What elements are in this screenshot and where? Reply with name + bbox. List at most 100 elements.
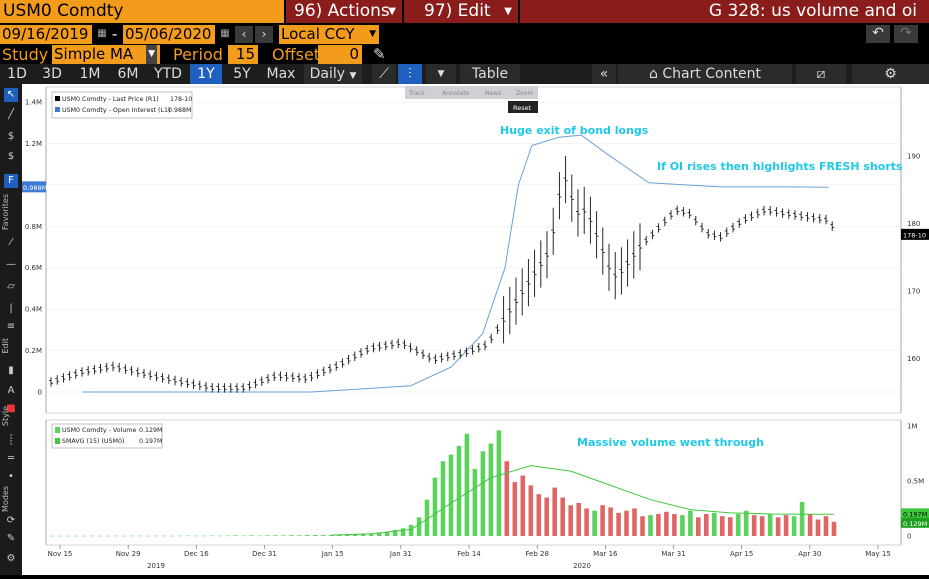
period-label: Period [173, 45, 223, 64]
undo-icon[interactable]: ↶ [866, 25, 890, 43]
calendar-icon[interactable]: ▦ [220, 28, 230, 39]
range-1m[interactable]: 1M [79, 66, 101, 82]
volume-bar [672, 514, 677, 536]
edit-chart-icon[interactable]: ⧄ [796, 64, 846, 84]
favorites-icon[interactable]: F [4, 174, 18, 188]
collapse-left-icon[interactable]: « [592, 64, 616, 84]
actions-menu[interactable]: 96) Actions ▼ [286, 0, 402, 23]
transform-icon[interactable]: ⟳ [6, 515, 16, 526]
weight-icon[interactable]: ═ [7, 453, 15, 464]
right-tick-label: 190 [907, 152, 920, 160]
volume-bar [680, 515, 685, 536]
trash-icon[interactable]: ▮ [8, 365, 14, 376]
left-tick-label: 0.8M [25, 223, 42, 231]
calendar-icon[interactable]: ▦ [97, 28, 107, 39]
sma-value-flag-label: 0.197M [903, 510, 927, 518]
volume-bar [289, 535, 294, 536]
hline-icon[interactable]: — [6, 259, 16, 270]
dollar-icon[interactable]: $ [7, 131, 15, 142]
start-date-field[interactable]: 09/16/2019 [0, 25, 92, 44]
sma-value-flag [901, 508, 929, 519]
x-tick-label: Apr 30 [798, 550, 821, 558]
pencil-icon[interactable]: ✎ [373, 45, 386, 63]
text-icon[interactable]: A [7, 385, 15, 396]
brush-icon[interactable]: ⁄ [10, 237, 12, 248]
annotation-fresh-shorts: If OI rises then highlights FRESH shorts [657, 160, 903, 173]
line-chart-icon[interactable]: ⟋ [372, 64, 396, 84]
favorites-tab[interactable]: Favorites [1, 194, 10, 231]
prev-arrow-icon[interactable]: ‹ [235, 26, 253, 43]
reset-button[interactable] [508, 101, 538, 113]
chevron-down-icon[interactable]: ▼ [426, 64, 456, 84]
volume-bar [448, 454, 454, 536]
chart-content-button[interactable]: ⌂ Chart Content [618, 64, 792, 84]
chart-area[interactable]: 1.4M 1.2M 1M 0.8M 0.6M 0.4M 0.2M 0 190 180 170 160 1… [22, 84, 929, 575]
zoom-button[interactable]: Zoom [516, 90, 533, 97]
legend-price-name: USM0 Comdty - Last Price (R1) [62, 96, 159, 103]
volume-bar [600, 505, 605, 536]
chart-content-icon: ⌂ [649, 66, 663, 82]
pointer-icon[interactable]: ↖ [4, 88, 18, 102]
dashed-line-icon[interactable]: ┊ [7, 435, 15, 446]
pen-icon[interactable]: ╱ [7, 109, 15, 120]
right-tick-label: 180 [907, 220, 920, 228]
volume-bar [815, 519, 821, 536]
volume-bar [432, 477, 438, 536]
volume-bar [807, 514, 813, 536]
table-button[interactable]: Table [460, 64, 520, 84]
range-1d[interactable]: 1D [7, 66, 27, 82]
end-date-field[interactable]: 05/06/2020 [123, 25, 215, 44]
edit-tab[interactable]: Edit [1, 338, 10, 354]
volume-bar [305, 535, 310, 536]
reset-label: Reset [513, 104, 532, 112]
bar-chart-icon[interactable]: ⫶ [398, 64, 422, 84]
dollar-icon[interactable]: $ [7, 151, 15, 162]
ruler-icon[interactable]: ▱ [7, 281, 15, 292]
legend-volume-name: USM0 Comdty - Volume [62, 427, 136, 434]
offset-input[interactable]: 0 [318, 45, 362, 64]
annotate-button[interactable]: Annotate [442, 90, 470, 97]
next-arrow-icon[interactable]: › [255, 26, 273, 43]
track-button[interactable]: Track [408, 90, 425, 97]
pencil-icon[interactable]: ✎ [6, 533, 16, 544]
volume-tick-label: 0.5M [907, 478, 924, 486]
range-1y[interactable]: 1Y [190, 64, 222, 84]
range-ytd[interactable]: YTD [154, 66, 182, 82]
gear-icon[interactable]: ⚙ [852, 64, 929, 84]
modes-tab[interactable]: Modes [1, 486, 10, 512]
volume-bar [496, 430, 502, 536]
vline-icon[interactable]: | [9, 303, 13, 314]
volume-bar [49, 535, 55, 537]
dot-icon[interactable]: • [8, 471, 14, 482]
fib-icon[interactable]: ≡ [6, 321, 16, 332]
volume-bar [656, 514, 661, 536]
range-max[interactable]: Max [266, 66, 296, 82]
range-3d[interactable]: 3D [42, 66, 62, 82]
frequency-select[interactable]: Daily ▼ [304, 64, 362, 84]
volume-bar [97, 535, 103, 537]
range-6m[interactable]: 6M [117, 66, 139, 82]
date-separator: - [112, 25, 118, 43]
ticker-field[interactable]: USM0 Comdty [0, 0, 284, 23]
left-tick-label: 0 [38, 389, 42, 397]
currency-select[interactable]: Local CCY ▼ [279, 25, 379, 44]
gear-icon[interactable]: ⚙ [6, 553, 16, 564]
legend-swatch-price [55, 96, 60, 101]
chart-svg[interactable]: 1.4M 1.2M 1M 0.8M 0.6M 0.4M 0.2M 0 190 180 170 160 1… [22, 84, 929, 575]
period-input[interactable]: 15 [228, 45, 258, 64]
volume-bar [767, 514, 773, 536]
study-select[interactable]: Simple MA ▼ [52, 45, 160, 64]
volume-bar [113, 535, 119, 537]
currency-value: Local CCY [281, 25, 355, 43]
color-swatch-icon[interactable]: ■ [6, 403, 16, 414]
chevron-down-icon: ▼ [388, 6, 396, 17]
open-interest-line [82, 134, 829, 393]
volume-bar [225, 535, 230, 537]
edit-menu[interactable]: 97) Edit ▼ [404, 0, 518, 23]
volume-bar [344, 534, 350, 536]
news-button[interactable]: News [485, 90, 501, 97]
redo-icon[interactable]: ↷ [894, 25, 918, 43]
oi-value-flag [22, 181, 46, 193]
range-5y[interactable]: 5Y [233, 66, 251, 82]
style-tab[interactable]: Style [1, 406, 10, 427]
